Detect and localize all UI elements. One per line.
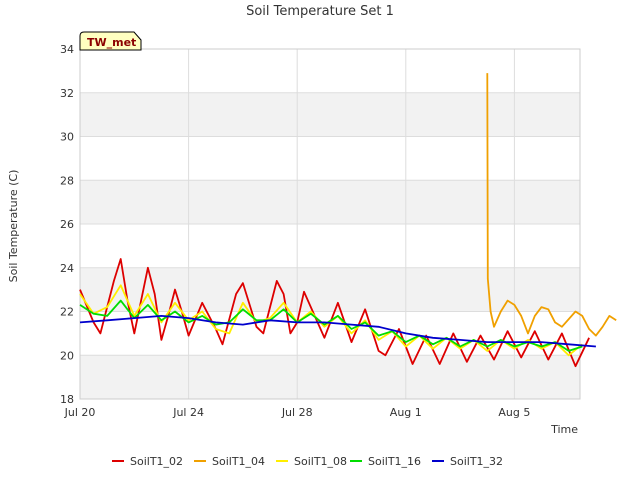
- series-line-SoilT1_04: [486, 73, 617, 337]
- legend-label-SoilT1_32: SoilT1_32: [450, 455, 503, 468]
- x-tick-label: Jul 24: [172, 406, 204, 419]
- badge-shape: [79, 31, 142, 51]
- legend-label-SoilT1_04: SoilT1_04: [212, 455, 265, 468]
- y-tick-label: 26: [60, 218, 74, 231]
- band-22-24: [80, 267, 580, 312]
- x-tick-label: Aug 5: [498, 406, 530, 419]
- series-line-SoilT1_02: [79, 258, 590, 368]
- x-axis-ticks: Jul 20 Jul 24 Jul 28 Aug 1 Aug 5: [64, 406, 531, 419]
- series-lines: [79, 73, 617, 368]
- band-26-28: [80, 180, 580, 224]
- y-tick-label: 18: [60, 393, 74, 406]
- band-30-32: [80, 92, 580, 137]
- plot-border: [79, 48, 581, 400]
- plot-background-bands: [80, 92, 580, 399]
- chart-title: Soil Temperature Set 1: [246, 4, 394, 19]
- y-tick-label: 32: [60, 87, 74, 100]
- series-line-SoilT1_32: [79, 315, 596, 348]
- band-18-20: [80, 355, 580, 399]
- series-line-SoilT1_16: [79, 299, 583, 352]
- y-tick-label: 34: [60, 43, 74, 56]
- x-tick-label: Jul 20: [64, 406, 96, 419]
- x-axis-label: Time: [550, 423, 578, 436]
- legend-label-SoilT1_02: SoilT1_02: [130, 455, 183, 468]
- x-tick-label: Jul 28: [281, 406, 313, 419]
- legend-label-SoilT1_16: SoilT1_16: [368, 455, 421, 468]
- y-tick-label: 28: [60, 174, 74, 187]
- legend: SoilT1_02 SoilT1_04 SoilT1_08 SoilT1_16 Soil…: [112, 455, 503, 468]
- y-axis-ticks: 18 20 22 24 26 28 30 32 34: [60, 43, 74, 406]
- station-badge: TW_met: [79, 31, 142, 51]
- y-tick-label: 22: [60, 306, 74, 319]
- x-tick-label: Aug 1: [390, 406, 422, 419]
- badge-label: TW_met: [87, 36, 136, 49]
- legend-label-SoilT1_08: SoilT1_08: [294, 455, 347, 468]
- y-tick-label: 30: [60, 131, 74, 144]
- y-tick-label: 20: [60, 349, 74, 362]
- y-tick-label: 24: [60, 262, 74, 275]
- y-axis-label: Soil Temperature (C): [7, 170, 20, 283]
